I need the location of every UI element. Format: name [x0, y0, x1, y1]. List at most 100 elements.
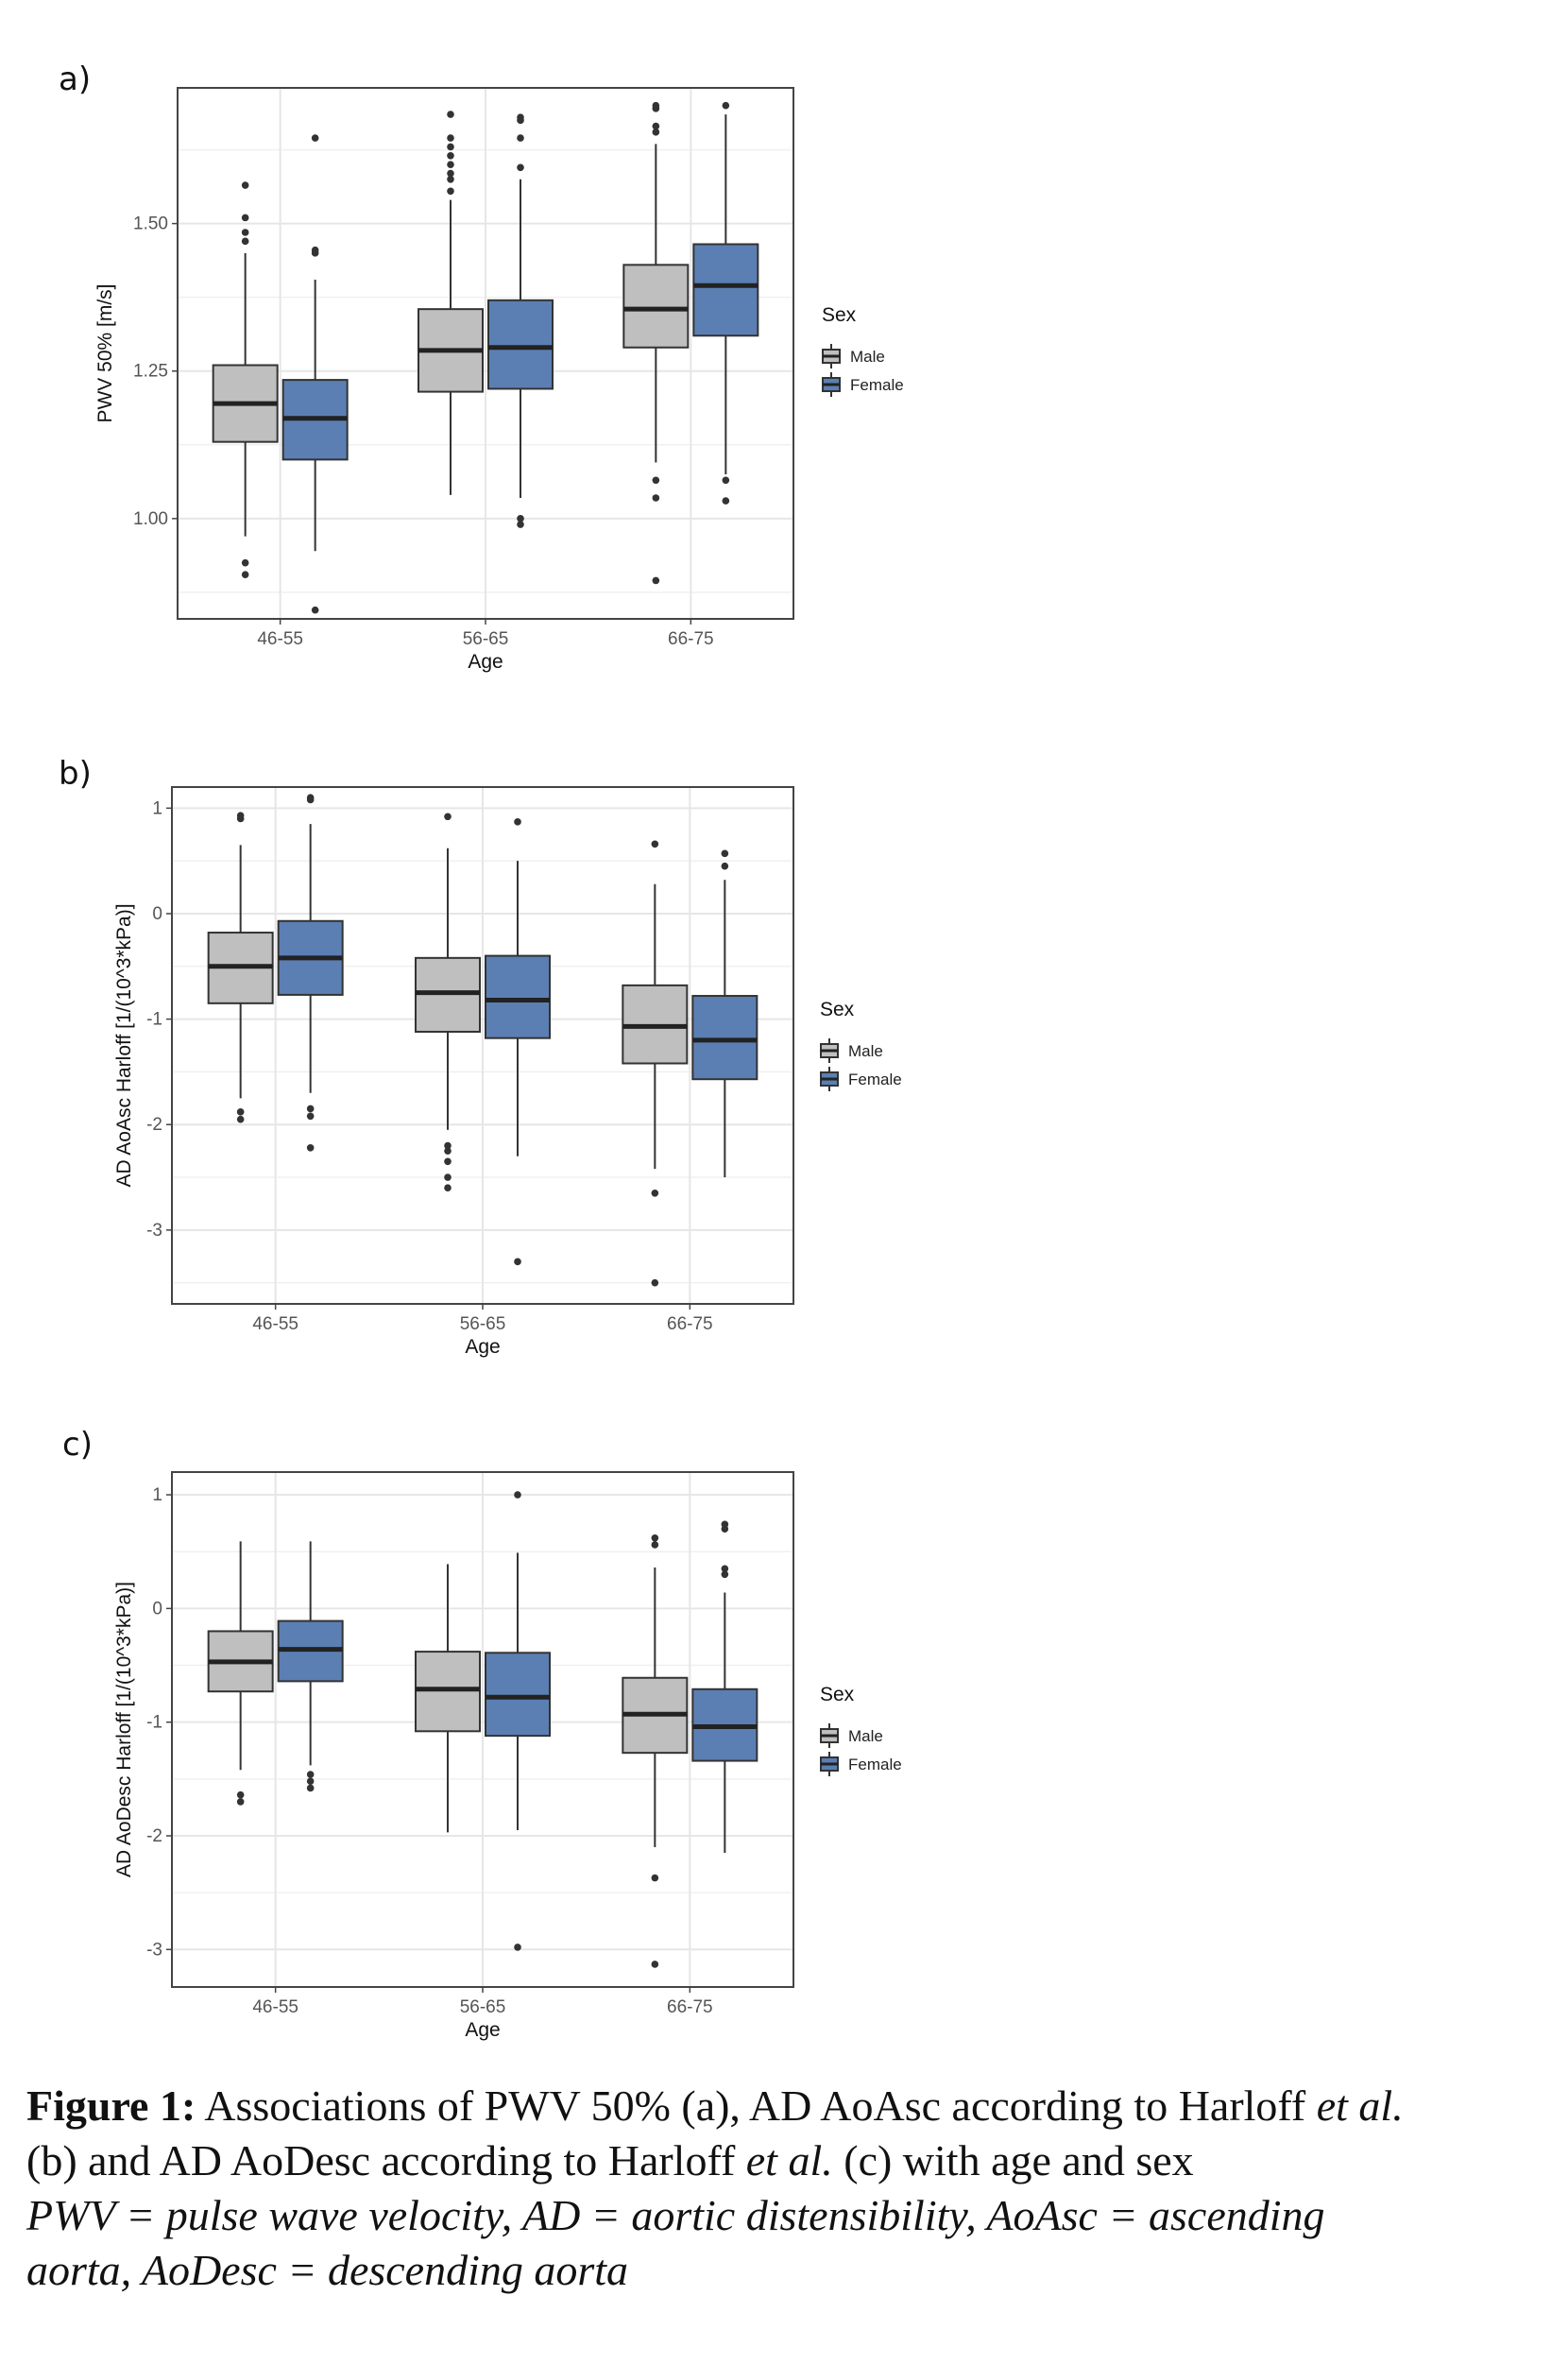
y-tick-label: 1.50: [133, 214, 168, 234]
outlier-point: [241, 229, 249, 236]
x-tick-label: 56-65: [460, 1314, 506, 1334]
box-male-56-65: [415, 813, 481, 1192]
box-female-66-75: [692, 101, 759, 505]
caption-line-1: Figure 1: Associations of PWV 50% (a), A…: [26, 2079, 1547, 2133]
outlier-point: [517, 163, 524, 172]
y-tick-label: -1: [146, 1713, 162, 1733]
y-tick-label: 1: [152, 798, 162, 818]
legend-key-female: [822, 372, 841, 397]
outlier-point: [444, 1184, 452, 1192]
chart-panel-1: a) 1.00 1.25 1.50 46-55 56-65 66-75 Age PWV 50% …: [59, 60, 904, 673]
box-iqr: [691, 995, 758, 1081]
x-tick-label: 46-55: [252, 1997, 298, 2017]
outlier-point: [306, 794, 315, 801]
caption-etal-1: et al.: [1316, 2081, 1404, 2130]
outlier-point: [651, 1278, 659, 1287]
outlier-point: [652, 128, 660, 136]
outlier-point: [651, 1961, 659, 1968]
outlier-point: [652, 476, 660, 485]
outlier-point: [306, 1771, 315, 1778]
legend: Sex Male Female: [822, 304, 904, 397]
y-axis-title: AD AoAsc Harloff [1/(10^3*kPa)]: [113, 903, 135, 1187]
outlier-point: [447, 175, 454, 183]
box-female-66-75: [691, 1520, 758, 1854]
legend-key-male: [820, 1723, 839, 1748]
outlier-point: [722, 476, 730, 485]
outlier-point: [447, 152, 454, 160]
box-female-56-65: [485, 1491, 551, 1951]
outlier-point: [236, 1108, 245, 1116]
box-male-56-65: [418, 111, 484, 495]
outlier-point: [722, 101, 730, 110]
legend-label-female: Female: [848, 1756, 902, 1773]
outlier-point: [447, 143, 454, 151]
y-tick-label: -2: [146, 1826, 162, 1846]
legend-label-female: Female: [850, 376, 904, 394]
chart-panel-3: c) -3 -2 -1 0 1 46-55 56-65 66-75 Age AD AoDesc Ha…: [62, 1426, 902, 2041]
y-tick-label: 1: [152, 1485, 162, 1505]
y-tick-label: -1: [146, 1010, 162, 1030]
figure-caption: Figure 1: Associations of PWV 50% (a), A…: [26, 2079, 1547, 2298]
box-male-56-65: [415, 1564, 481, 1833]
legend-key-male: [820, 1038, 839, 1063]
outlier-point: [514, 1944, 521, 1951]
box-male-46-55: [207, 812, 274, 1123]
legend-label-male: Male: [850, 348, 885, 366]
outlier-point: [447, 169, 454, 178]
x-tick-label: 56-65: [463, 629, 509, 649]
outlier-point: [651, 840, 659, 848]
legend-title: Sex: [820, 999, 855, 1020]
box-female-46-55: [277, 1541, 344, 1792]
outlier-point: [517, 113, 524, 122]
legend-label-female: Female: [848, 1071, 902, 1088]
y-axis-title: PWV 50% [m/s]: [94, 283, 116, 422]
outlier-point: [444, 1173, 452, 1181]
outlier-point: [236, 1790, 245, 1799]
caption-etal-2: et al.: [745, 2136, 833, 2184]
caption-abbrev-2: aorta, AoDesc = descending aorta: [26, 2246, 629, 2294]
outlier-point: [721, 1520, 729, 1529]
box-iqr: [485, 1652, 551, 1738]
outlier-point: [652, 494, 660, 502]
outlier-point: [652, 122, 660, 130]
y-tick-label: 1.25: [133, 362, 168, 382]
outlier-point: [514, 818, 521, 826]
box-female-56-65: [487, 113, 554, 528]
legend-key-female: [820, 1067, 839, 1091]
outlier-point: [652, 576, 660, 585]
outlier-point: [721, 1565, 729, 1573]
outlier-point: [651, 1874, 659, 1882]
legend-label-male: Male: [848, 1042, 883, 1060]
outlier-point: [447, 111, 454, 118]
outlier-point: [236, 1798, 245, 1806]
legend: Sex Male Female: [820, 1684, 902, 1776]
outlier-point: [241, 558, 249, 567]
y-tick-label: -3: [146, 1221, 162, 1241]
box-male-66-75: [622, 1533, 689, 1968]
outlier-point: [722, 497, 730, 505]
outlier-point: [241, 181, 249, 189]
legend-label-male: Male: [848, 1727, 883, 1745]
x-axis-title: Age: [468, 651, 503, 673]
caption-line-4: aorta, AoDesc = descending aorta: [26, 2243, 1547, 2298]
chart-panel-2: b) -3 -2 -1 0 1 46-55 56-65 66-75 Age AD AoAsc Har…: [59, 755, 902, 1358]
box-male-66-75: [622, 840, 689, 1287]
outlier-point: [306, 1784, 315, 1792]
outlier-point: [447, 134, 454, 142]
box-male-46-55: [207, 1541, 274, 1806]
outlier-point: [651, 1533, 659, 1542]
outlier-point: [721, 1570, 729, 1579]
outlier-point: [444, 1157, 452, 1166]
y-tick-label: 0: [152, 1599, 162, 1619]
caption-line-3: PWV = pulse wave velocity, AD = aortic d…: [26, 2188, 1547, 2243]
outlier-point: [306, 1777, 315, 1786]
caption-text-2b: (c) with age and sex: [832, 2136, 1194, 2184]
outlier-point: [241, 237, 249, 246]
outlier-point: [721, 862, 729, 870]
legend-title: Sex: [822, 304, 857, 326]
legend: Sex Male Female: [820, 999, 902, 1091]
panel-label: b): [59, 755, 92, 793]
box-male-46-55: [212, 181, 279, 578]
box-female-46-55: [277, 794, 344, 1152]
outlier-point: [306, 1143, 315, 1152]
